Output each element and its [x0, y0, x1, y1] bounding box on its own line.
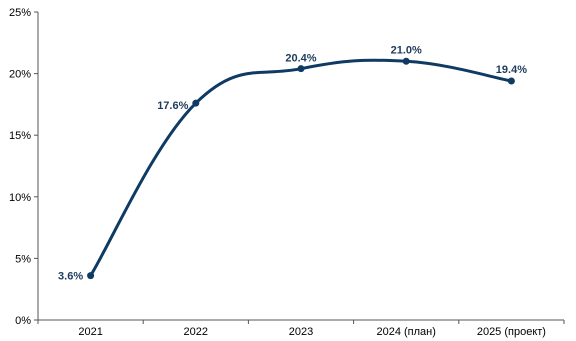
series-line-group	[89, 58, 513, 278]
y-tick-label: 15%	[9, 130, 31, 142]
data-point	[507, 77, 515, 85]
x-tick-label: 2024 (план)	[376, 326, 435, 338]
y-tick-label: 25%	[9, 7, 31, 19]
x-tick-label: 2021	[78, 326, 102, 338]
data-label: 20.4%	[285, 53, 316, 65]
axes	[37, 12, 564, 321]
y-tick-label: 20%	[9, 69, 31, 81]
data-point	[297, 65, 305, 73]
data-label: 3.6%	[58, 271, 83, 283]
data-label: 19.4%	[496, 64, 527, 76]
data-label: 21.0%	[391, 44, 422, 56]
data-label: 17.6%	[157, 100, 188, 112]
data-point	[192, 99, 200, 107]
y-tick-label: 10%	[9, 192, 31, 204]
data-labels: 3.6% 17.6% 20.4% 21.0% 19.4%	[58, 44, 527, 282]
y-tick-label: 0%	[15, 315, 31, 327]
y-tick-label: 5%	[15, 253, 31, 265]
x-tick-label: 2022	[184, 326, 208, 338]
data-point	[87, 272, 95, 280]
series-points	[87, 57, 515, 280]
data-point	[402, 57, 410, 65]
x-axis-ticks: 2021 2022 2023 2024 (план) 2025 (проект)	[37, 320, 565, 338]
x-tick-label: 2025 (проект)	[477, 326, 546, 338]
x-tick-label: 2023	[289, 326, 313, 338]
y-axis-ticks: 0% 5% 10% 15% 20% 25%	[9, 7, 38, 327]
series-line	[89, 58, 513, 278]
